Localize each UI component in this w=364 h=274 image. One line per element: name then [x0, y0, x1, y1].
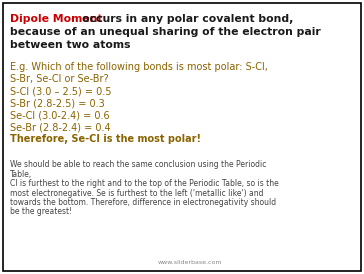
- Text: Table,: Table,: [10, 170, 32, 178]
- Text: because of an unequal sharing of the electron pair: because of an unequal sharing of the ele…: [10, 27, 321, 37]
- Text: towards the bottom. Therefore, difference in electronegativity should: towards the bottom. Therefore, differenc…: [10, 198, 276, 207]
- Text: E.g. Which of the following bonds is most polar: S-Cl,: E.g. Which of the following bonds is mos…: [10, 62, 268, 72]
- Text: Se-Cl (3.0-2.4) = 0.6: Se-Cl (3.0-2.4) = 0.6: [10, 110, 110, 120]
- Text: Cl is furthest to the right and to the top of the Periodic Table, so is the: Cl is furthest to the right and to the t…: [10, 179, 279, 188]
- Text: S-Br (2.8-2.5) = 0.3: S-Br (2.8-2.5) = 0.3: [10, 98, 105, 108]
- Text: We should be able to reach the same conclusion using the Periodic: We should be able to reach the same conc…: [10, 160, 266, 169]
- Text: between two atoms: between two atoms: [10, 40, 131, 50]
- Text: be the greatest!: be the greatest!: [10, 207, 72, 216]
- Text: www.sliderbase.com: www.sliderbase.com: [158, 260, 222, 265]
- Text: Se-Br (2.8-2.4) = 0.4: Se-Br (2.8-2.4) = 0.4: [10, 122, 111, 132]
- Text: S-Cl (3.0 – 2.5) = 0.5: S-Cl (3.0 – 2.5) = 0.5: [10, 86, 111, 96]
- Text: S-Br, Se-Cl or Se-Br?: S-Br, Se-Cl or Se-Br?: [10, 74, 108, 84]
- Text: Dipole Moment: Dipole Moment: [10, 14, 103, 24]
- Text: occurs in any polar covalent bond,: occurs in any polar covalent bond,: [82, 14, 293, 24]
- Text: Therefore, Se-Cl is the most polar!: Therefore, Se-Cl is the most polar!: [10, 134, 201, 144]
- Text: most electronegative. Se is furthest to the left ('metallic like') and: most electronegative. Se is furthest to …: [10, 189, 264, 198]
